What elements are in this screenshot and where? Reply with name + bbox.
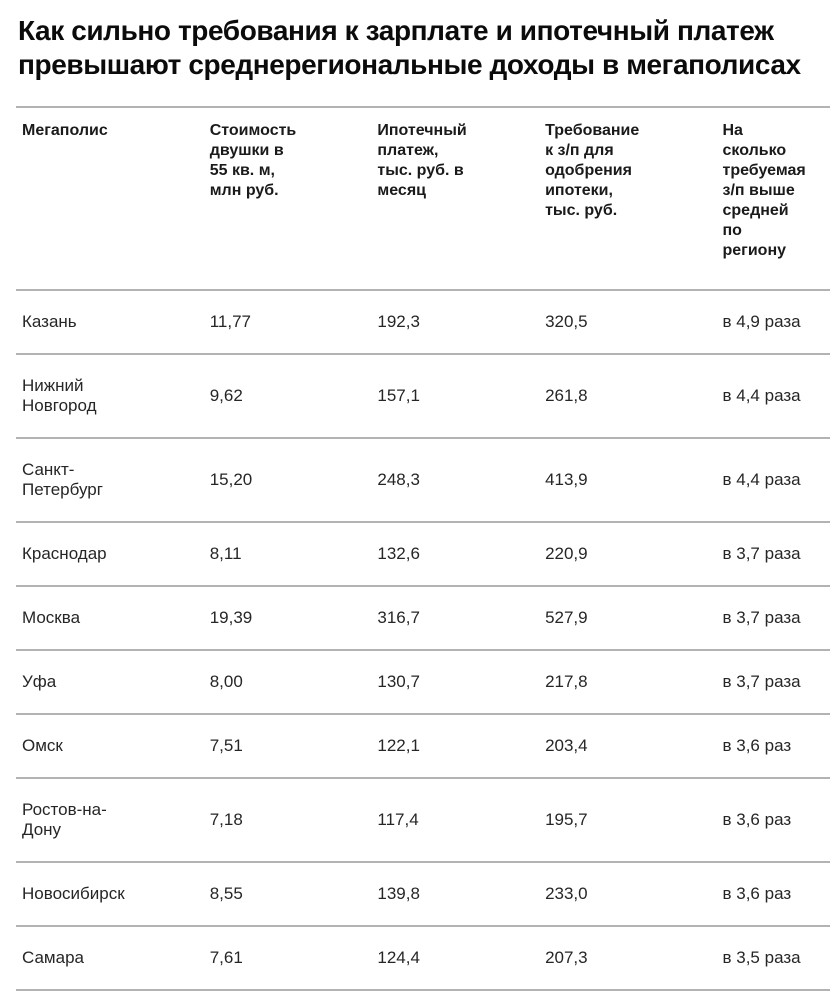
ratio-cell: в 4,9 раза — [722, 289, 830, 354]
payment-cell: 117,4 — [377, 777, 546, 862]
salary-cell: 261,8 — [545, 353, 723, 438]
salary-cell: 217,8 — [545, 649, 723, 714]
salary-cell: 195,7 — [545, 777, 723, 862]
ratio-cell: в 3,6 раз — [722, 777, 830, 862]
ratio-cell: в 3,5 раза — [722, 925, 830, 991]
table-row: Москва 19,39 316,7 527,9 в 3,7 раза — [16, 585, 830, 650]
table-row: Новосибирск 8,55 139,8 233,0 в 3,6 раз — [16, 861, 830, 926]
city-cell: Санкт- Петербург — [16, 437, 210, 522]
ratio-cell: в 3,6 раз — [722, 861, 830, 926]
price-cell: 7,51 — [209, 713, 378, 778]
table-row: Санкт- Петербург 15,20 248,3 413,9 в 4,4… — [16, 437, 830, 522]
column-header-ratio: На сколько требуемая з/п выше средней по… — [722, 106, 830, 290]
column-header-payment: Ипотечный платеж, тыс. руб. в месяц — [377, 106, 546, 290]
column-header-city: Мегаполис — [16, 106, 210, 290]
payment-cell: 132,6 — [377, 521, 546, 586]
price-cell: 8,00 — [209, 649, 378, 714]
column-header-price: Стоимость двушки в 55 кв. м, млн руб. — [209, 106, 378, 290]
price-cell: 7,61 — [209, 925, 378, 991]
city-cell: Краснодар — [16, 521, 210, 586]
payment-cell: 139,8 — [377, 861, 546, 926]
city-cell: Уфа — [16, 649, 210, 714]
salary-cell: 413,9 — [545, 437, 723, 522]
ratio-cell: в 3,7 раза — [722, 521, 830, 586]
price-cell: 19,39 — [209, 585, 378, 650]
city-cell: Нижний Новгород — [16, 353, 210, 438]
price-cell: 7,18 — [209, 777, 378, 862]
table-row: Самара 7,61 124,4 207,3 в 3,5 раза — [16, 925, 830, 991]
city-cell: Москва — [16, 585, 210, 650]
ratio-cell: в 4,4 раза — [722, 437, 830, 522]
table-row: Уфа 8,00 130,7 217,8 в 3,7 раза — [16, 649, 830, 714]
data-table: Мегаполис Стоимость двушки в 55 кв. м, м… — [16, 106, 830, 991]
salary-cell: 527,9 — [545, 585, 723, 650]
price-cell: 11,77 — [209, 289, 378, 354]
ratio-cell: в 3,6 раз — [722, 713, 830, 778]
payment-cell: 130,7 — [377, 649, 546, 714]
ratio-cell: в 3,7 раза — [722, 585, 830, 650]
header-row: Мегаполис Стоимость двушки в 55 кв. м, м… — [16, 106, 830, 290]
payment-cell: 124,4 — [377, 925, 546, 991]
table-row: Краснодар 8,11 132,6 220,9 в 3,7 раза — [16, 521, 830, 586]
payment-cell: 248,3 — [377, 437, 546, 522]
city-cell: Новосибирск — [16, 861, 210, 926]
table-row: Нижний Новгород 9,62 157,1 261,8 в 4,4 р… — [16, 353, 830, 438]
payment-cell: 316,7 — [377, 585, 546, 650]
ratio-cell: в 3,7 раза — [722, 649, 830, 714]
table-row: Ростов-на- Дону 7,18 117,4 195,7 в 3,6 р… — [16, 777, 830, 862]
price-cell: 8,11 — [209, 521, 378, 586]
city-cell: Ростов-на- Дону — [16, 777, 210, 862]
price-cell: 9,62 — [209, 353, 378, 438]
price-cell: 8,55 — [209, 861, 378, 926]
salary-cell: 233,0 — [545, 861, 723, 926]
payment-cell: 122,1 — [377, 713, 546, 778]
salary-cell: 320,5 — [545, 289, 723, 354]
column-header-salary: Требование к з/п для одобрения ипотеки, … — [545, 106, 723, 290]
page-title: Как сильно требования к зарплате и ипоте… — [18, 15, 801, 80]
table-body: Казань 11,77 192,3 320,5 в 4,9 раза Нижн… — [16, 289, 830, 991]
payment-cell: 157,1 — [377, 353, 546, 438]
city-cell: Омск — [16, 713, 210, 778]
price-cell: 15,20 — [209, 437, 378, 522]
city-cell: Казань — [16, 289, 210, 354]
ratio-cell: в 4,4 раза — [722, 353, 830, 438]
payment-cell: 192,3 — [377, 289, 546, 354]
city-cell: Самара — [16, 925, 210, 991]
table-row: Омск 7,51 122,1 203,4 в 3,6 раз — [16, 713, 830, 778]
salary-cell: 207,3 — [545, 925, 723, 991]
table-row: Казань 11,77 192,3 320,5 в 4,9 раза — [16, 289, 830, 354]
salary-cell: 220,9 — [545, 521, 723, 586]
salary-cell: 203,4 — [545, 713, 723, 778]
